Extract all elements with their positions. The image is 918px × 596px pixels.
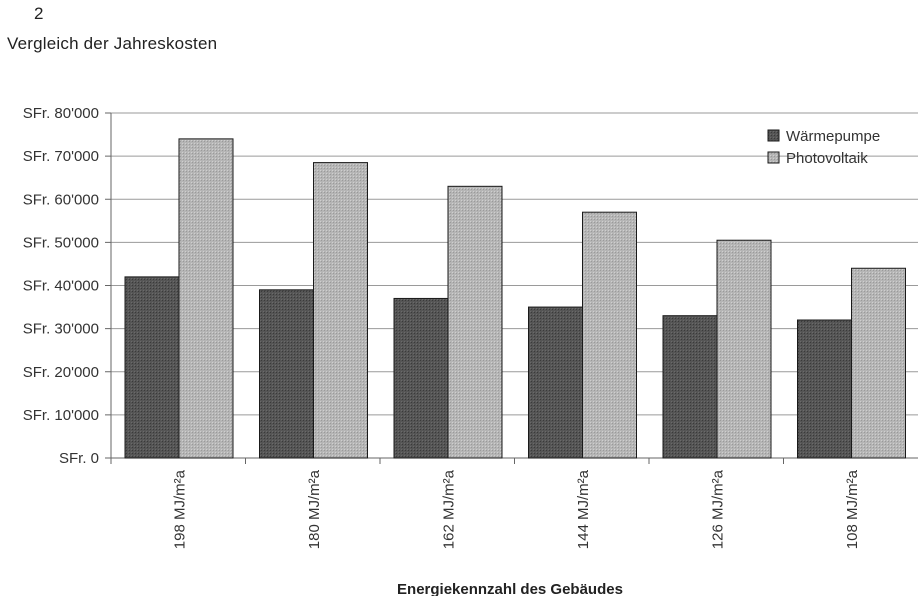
bar-waermepumpe [259, 289, 314, 459]
y-tick-label: SFr. 80'000 [23, 105, 99, 122]
x-category-label: 162 MJ/m²a [440, 469, 457, 549]
x-category-label: 108 MJ/m²a [844, 469, 861, 549]
bar-waermepumpe [393, 297, 449, 459]
bar-photovoltaik [851, 267, 906, 459]
x-category-label: 126 MJ/m²a [709, 469, 726, 549]
chart-title: Vergleich der Jahreskosten [7, 34, 218, 53]
legend-label: Wärmepumpe [786, 128, 880, 145]
y-tick-label: SFr. 70'000 [23, 148, 99, 165]
bar-photovoltaik [582, 211, 637, 459]
y-tick-label: SFr. 50'000 [23, 234, 99, 251]
bar-waermepumpe [662, 315, 718, 459]
bar-photovoltaik [716, 239, 772, 459]
x-category-label: 144 MJ/m²a [575, 469, 592, 549]
bar-waermepumpe [797, 319, 852, 459]
legend-swatch [767, 129, 780, 142]
legend-swatch [767, 151, 780, 164]
y-tick-label: SFr. 20'000 [23, 364, 99, 381]
bar-photovoltaik [447, 185, 503, 459]
y-tick-label: SFr. 0 [59, 450, 99, 467]
x-category-label: 198 MJ/m²a [171, 469, 188, 549]
bar-photovoltaik [178, 138, 234, 459]
bar-waermepumpe [528, 306, 583, 459]
legend-label: Photovoltaik [786, 150, 868, 167]
x-category-label: 180 MJ/m²a [306, 469, 323, 549]
y-tick-label: SFr. 40'000 [23, 278, 99, 295]
y-tick-label: SFr. 10'000 [23, 407, 99, 424]
bar-waermepumpe [124, 276, 180, 459]
x-axis-title: Energiekennzahl des Gebäudes [397, 581, 623, 596]
bar-photovoltaik [313, 162, 368, 459]
y-tick-label: SFr. 60'000 [23, 191, 99, 208]
y-tick-label: SFr. 30'000 [23, 321, 99, 338]
figure-number: 2 [34, 4, 44, 23]
